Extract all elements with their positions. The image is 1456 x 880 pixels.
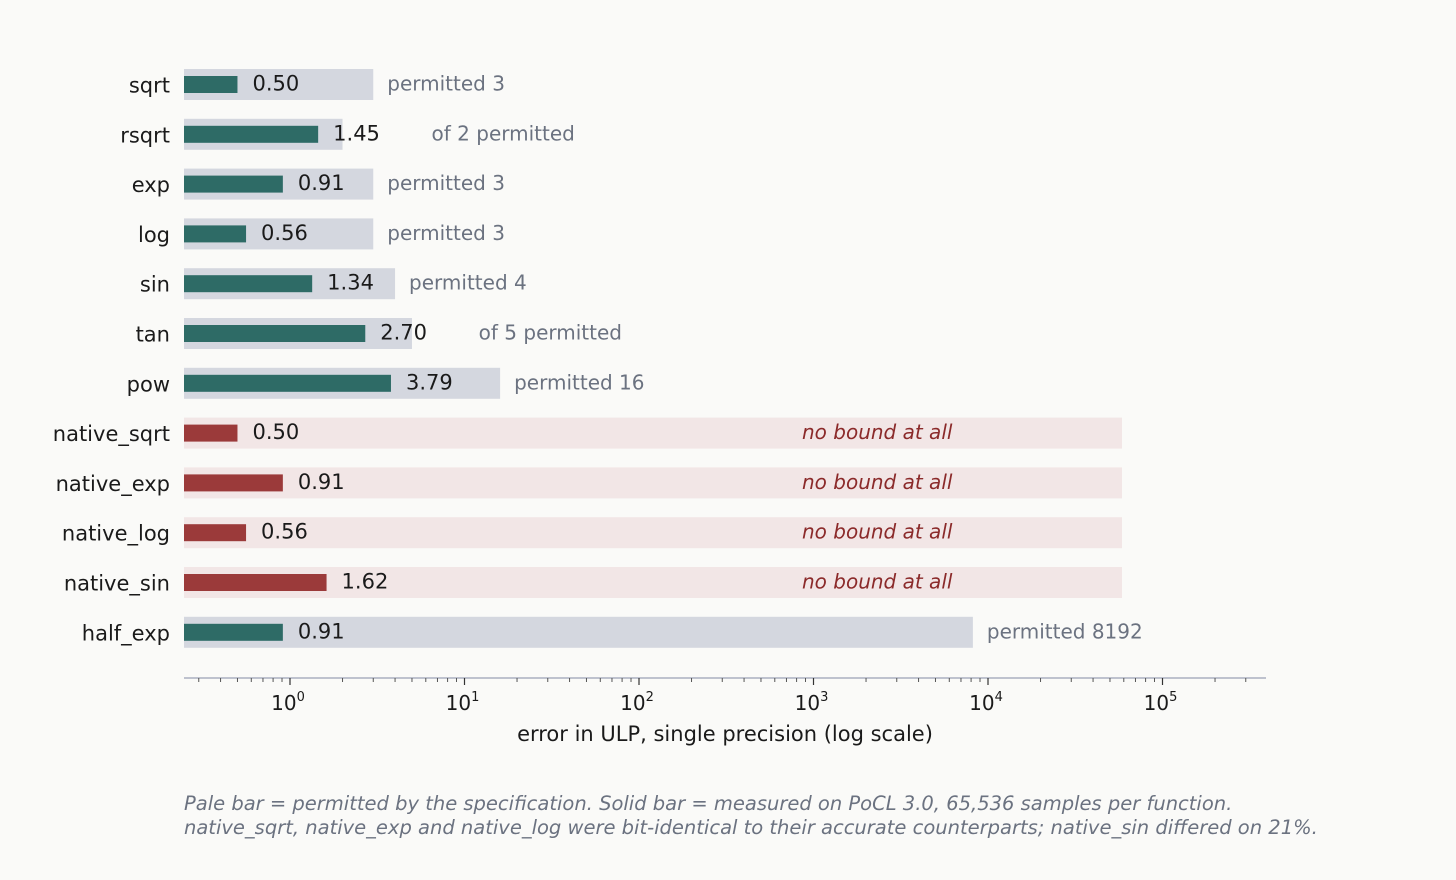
category-label: rsqrt bbox=[120, 123, 170, 147]
bar-row-native_sqrt: native_sqrt 0.50 no bound at all bbox=[53, 417, 1122, 449]
permitted-note: permitted 16 bbox=[514, 370, 644, 394]
bars-layer: sqrt 0.50 permitted 3 rsqrt 1.45 of 2 permitt… bbox=[53, 69, 1143, 648]
bar-row-pow: pow 3.79 permitted 16 bbox=[127, 367, 645, 399]
permitted-note: permitted 3 bbox=[387, 72, 505, 96]
measured-bar bbox=[184, 76, 238, 93]
category-label: native_sqrt bbox=[53, 422, 170, 447]
caption-line-2: native_sqrt, native_exp and native_log w… bbox=[184, 816, 1318, 839]
bar-row-half_exp: half_exp 0.91 permitted 8192 bbox=[82, 616, 1143, 648]
measured-bar bbox=[184, 125, 319, 143]
tick-label: 103 bbox=[795, 690, 829, 715]
permitted-note: permitted 3 bbox=[387, 221, 505, 245]
measured-bar bbox=[184, 524, 247, 542]
bar-row-native_exp: native_exp 0.91 no bound at all bbox=[56, 467, 1122, 499]
category-label: exp bbox=[132, 173, 170, 197]
caption-line-1: Pale bar = permitted by the specificatio… bbox=[184, 792, 1233, 815]
measured-bar bbox=[184, 175, 283, 193]
permitted-bar bbox=[184, 616, 973, 648]
measured-bar bbox=[184, 225, 247, 243]
x-axis: 100 101 102 103 104 105 bbox=[184, 677, 1266, 715]
category-label: half_exp bbox=[82, 621, 170, 646]
permitted-note: permitted 3 bbox=[387, 171, 505, 195]
value-label: 0.56 bbox=[261, 221, 308, 245]
x-axis-label: error in ULP, single precision (log scal… bbox=[517, 722, 933, 746]
tick-label: 105 bbox=[1144, 690, 1178, 715]
category-label: tan bbox=[136, 323, 170, 347]
unbounded-bar bbox=[184, 467, 1122, 499]
value-label: 0.91 bbox=[298, 171, 345, 195]
tick-label: 100 bbox=[271, 690, 305, 715]
measured-bar bbox=[184, 275, 313, 293]
value-label: 0.56 bbox=[261, 520, 308, 544]
measured-bar bbox=[184, 623, 283, 641]
category-label: sqrt bbox=[129, 74, 170, 98]
measured-bar bbox=[184, 574, 327, 591]
bar-row-sin: sin 1.34 permitted 4 bbox=[140, 268, 527, 300]
value-label: 3.79 bbox=[406, 370, 453, 394]
bar-row-native_sin: native_sin 1.62 no bound at all bbox=[64, 567, 1122, 598]
no-bound-note: no bound at all bbox=[802, 520, 953, 544]
value-label: 1.34 bbox=[327, 271, 374, 295]
bar-row-native_log: native_log 0.56 no bound at all bbox=[62, 517, 1122, 549]
bar-row-exp: exp 0.91 permitted 3 bbox=[132, 168, 505, 200]
value-label: 0.91 bbox=[298, 470, 345, 494]
value-label: 0.50 bbox=[252, 72, 299, 96]
no-bound-note: no bound at all bbox=[802, 420, 953, 444]
unbounded-bar bbox=[184, 417, 1122, 449]
value-label: 0.91 bbox=[298, 619, 345, 643]
bar-row-tan: tan 2.70 of 5 permitted bbox=[136, 318, 622, 349]
unbounded-bar bbox=[184, 517, 1122, 549]
measured-bar bbox=[184, 424, 238, 442]
category-label: native_sin bbox=[64, 572, 170, 597]
category-label: native_log bbox=[62, 522, 170, 547]
value-label: 2.70 bbox=[380, 321, 427, 345]
measured-bar bbox=[184, 474, 283, 492]
tick-label: 104 bbox=[969, 690, 1003, 715]
permitted-note: of 2 permitted bbox=[432, 121, 575, 145]
permitted-note: of 5 permitted bbox=[479, 321, 622, 345]
permitted-note: permitted 4 bbox=[409, 271, 527, 295]
measured-bar bbox=[184, 325, 366, 342]
unbounded-bar bbox=[184, 567, 1122, 598]
category-label: sin bbox=[140, 273, 170, 297]
bar-row-rsqrt: rsqrt 1.45 of 2 permitted bbox=[120, 118, 575, 150]
category-label: log bbox=[138, 223, 170, 247]
tick-label: 102 bbox=[620, 690, 654, 715]
value-label: 0.50 bbox=[252, 420, 299, 444]
bar-row-log: log 0.56 permitted 3 bbox=[138, 218, 505, 250]
no-bound-note: no bound at all bbox=[802, 570, 953, 594]
value-label: 1.45 bbox=[333, 121, 380, 145]
bar-row-sqrt: sqrt 0.50 permitted 3 bbox=[129, 69, 505, 100]
tick-label: 101 bbox=[446, 690, 480, 715]
measured-bar bbox=[184, 374, 391, 392]
category-label: native_exp bbox=[56, 472, 170, 497]
no-bound-note: no bound at all bbox=[802, 470, 953, 494]
chart-caption: Pale bar = permitted by the specificatio… bbox=[184, 792, 1444, 840]
value-label: 1.62 bbox=[342, 570, 389, 594]
category-label: pow bbox=[127, 372, 170, 396]
permitted-note: permitted 8192 bbox=[987, 619, 1143, 643]
